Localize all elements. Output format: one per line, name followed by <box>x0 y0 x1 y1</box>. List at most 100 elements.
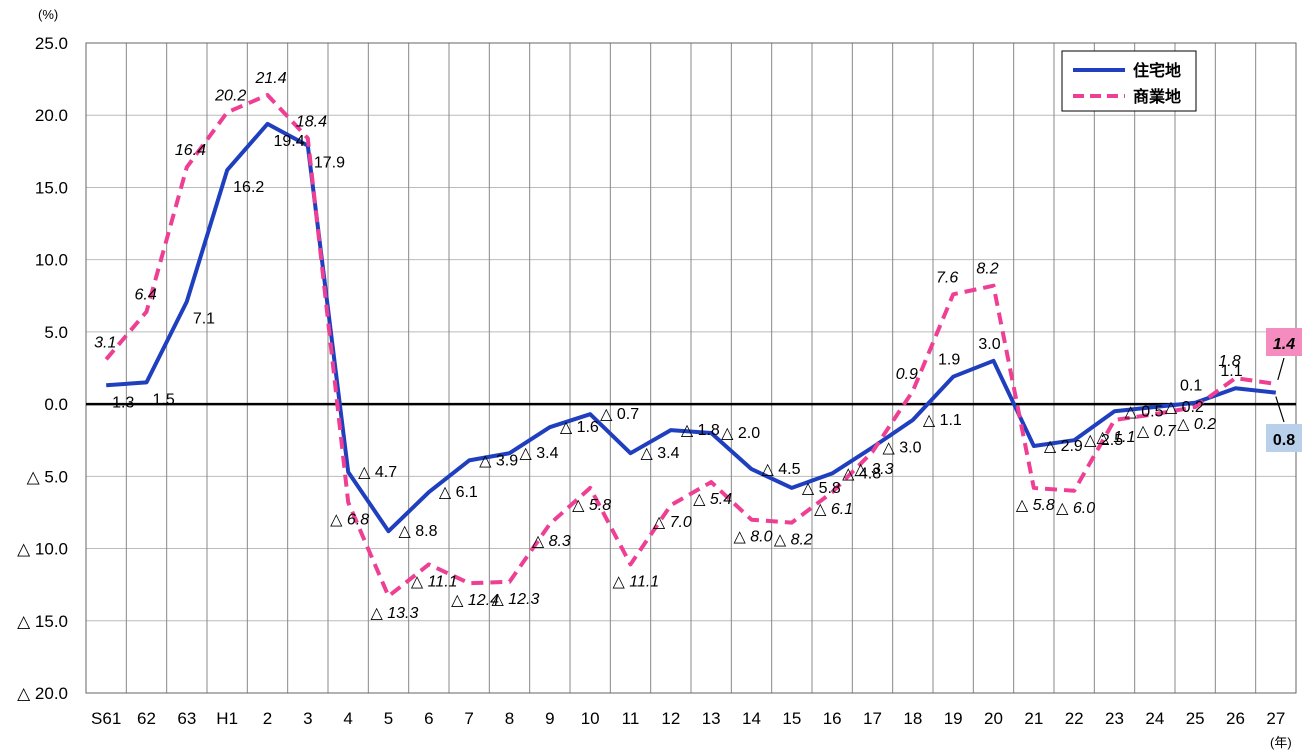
data-label-residential: 1.1 <box>1220 363 1242 380</box>
x-tick-label: 11 <box>622 709 640 728</box>
legend-label-commercial: 商業地 <box>1133 87 1181 106</box>
data-label-commercial: △ 12.3 <box>492 591 540 608</box>
data-label-residential: △ 4.5 <box>762 461 801 478</box>
data-label-residential: △ 2.5 <box>1084 432 1123 449</box>
x-tick-label: 18 <box>903 709 922 728</box>
data-label-residential: △ 2.9 <box>1044 438 1083 455</box>
y-tick-label: 25.0 <box>35 34 68 53</box>
data-label-commercial: △ 8.2 <box>774 532 813 549</box>
data-label-residential: 17.9 <box>314 155 345 172</box>
highlight-box-commercial <box>1266 328 1302 356</box>
data-label-commercial: △ 1.1 <box>1097 429 1136 446</box>
y-axis-ticks: 25.0 20.0 15.0 10.0 5.0 0.0 △ 5.0 △ 10.0 △ 15.0 △… <box>17 34 68 703</box>
x-tick-label: 62 <box>137 709 156 728</box>
data-label-residential: △ 3.4 <box>641 445 680 462</box>
data-label-residential: 16.2 <box>233 179 264 196</box>
x-tick-label: 63 <box>177 709 196 728</box>
x-tick-label: 8 <box>505 709 514 728</box>
data-label-commercial: △ 5.8 <box>1016 497 1055 514</box>
data-label-residential: △ 4.7 <box>358 464 397 481</box>
y-tick-label: 0.0 <box>44 395 68 414</box>
data-label-residential: △ 5.8 <box>802 480 841 497</box>
data-label-commercial: △ 7.0 <box>653 514 692 531</box>
x-tick-label: 5 <box>384 709 393 728</box>
x-tick-label: 2 <box>263 709 272 728</box>
x-axis-ticks: S61 62 63 H1 2 3 4 5 6 7 8 9 10 11 12 13 14 15 16 17 18 19 20 2… <box>91 709 1285 728</box>
highlight-label-residential: 0.8 <box>1273 432 1295 449</box>
y-tick-label: 20.0 <box>35 106 68 125</box>
data-label-commercial: △ 0.7 <box>1137 423 1177 440</box>
data-label-commercial: 7.6 <box>936 269 958 286</box>
x-tick-label: 7 <box>464 709 473 728</box>
x-tick-label: 16 <box>823 709 842 728</box>
data-label-residential: △ 1.8 <box>681 422 720 439</box>
data-label-commercial: △ 12.4 <box>451 592 499 609</box>
x-tick-label: 10 <box>581 709 600 728</box>
data-label-commercial: △ 5.4 <box>693 491 732 508</box>
x-tick-label: 4 <box>343 709 352 728</box>
x-tick-label: 12 <box>661 709 680 728</box>
data-label-commercial: 6.4 <box>135 287 157 304</box>
data-label-commercial: △ 8.0 <box>734 529 773 546</box>
x-tick-label: 13 <box>702 709 721 728</box>
legend: 住宅地 商業地 <box>1061 50 1197 112</box>
y-tick-label: △ 10.0 <box>17 540 68 559</box>
data-label-residential: 0.1 <box>1180 378 1202 395</box>
y-tick-label: △ 15.0 <box>17 612 68 631</box>
y-tick-label: 10.0 <box>35 251 68 270</box>
data-label-residential: △ 3.9 <box>479 452 518 469</box>
x-tick-label: 9 <box>545 709 554 728</box>
x-tick-label: 27 <box>1266 709 1285 728</box>
data-label-residential: △ 3.4 <box>520 445 559 462</box>
x-tick-label: 26 <box>1226 709 1245 728</box>
data-label-commercial: △ 6.1 <box>814 501 853 518</box>
data-label-residential: 3.0 <box>978 336 1000 353</box>
y-tick-label: 5.0 <box>44 323 68 342</box>
highlight-box-residential <box>1266 424 1302 452</box>
x-tick-label: 14 <box>742 709 761 728</box>
y-axis-unit: (%) <box>38 7 58 22</box>
x-tick-label: 22 <box>1065 709 1084 728</box>
data-label-commercial: △ 6.0 <box>1056 500 1095 517</box>
data-label-residential: 1.3 <box>112 394 134 411</box>
x-tick-label: 6 <box>424 709 433 728</box>
x-tick-label: 15 <box>782 709 801 728</box>
data-label-residential: △ 1.1 <box>923 412 962 429</box>
data-label-commercial: △ 0.2 <box>1177 416 1216 433</box>
x-tick-label: 20 <box>984 709 1003 728</box>
data-label-commercial: △ 8.3 <box>532 533 571 550</box>
data-label-commercial: △ 6.8 <box>330 511 369 528</box>
x-tick-label: 19 <box>944 709 963 728</box>
data-label-commercial: 16.4 <box>175 142 206 159</box>
series-line-commercial <box>104 93 1277 599</box>
data-label-residential: △ 8.8 <box>399 523 438 540</box>
highlight-pointer-commercial <box>1277 357 1285 381</box>
data-label-commercial: △ 3.3 <box>855 461 894 478</box>
data-label-residential: 19.4 <box>274 133 305 150</box>
data-labels: 1.3 1.57.116.219.417.9△ 4.7△ 8.8△ 6.1△ 3.… <box>94 70 1243 622</box>
plot-frame <box>85 42 1297 694</box>
data-label-commercial: 3.1 <box>94 334 116 351</box>
legend-box <box>1061 50 1197 112</box>
x-tick-label: 21 <box>1024 709 1043 728</box>
data-label-commercial: 18.4 <box>296 113 327 130</box>
x-tick-label: 23 <box>1105 709 1124 728</box>
data-label-commercial: △ 11.1 <box>613 573 660 590</box>
x-tick-label: 25 <box>1186 709 1205 728</box>
highlight-label-commercial: 1.4 <box>1273 336 1295 353</box>
highlight-pointer-residential <box>1275 396 1285 423</box>
data-label-residential: 7.1 <box>193 311 215 328</box>
x-tick-label: S61 <box>91 709 121 728</box>
data-label-residential: △ 6.1 <box>439 484 478 501</box>
data-label-commercial: △ 5.8 <box>572 497 611 514</box>
data-label-residential: △ 0.5 <box>1125 403 1164 420</box>
data-label-commercial: 20.2 <box>214 87 246 104</box>
x-tick-label: 24 <box>1145 709 1164 728</box>
series-lines <box>104 93 1277 599</box>
highlights: 1.4 0.8 <box>1266 328 1302 452</box>
data-label-commercial: 8.2 <box>976 261 998 278</box>
x-axis-unit: (年) <box>1270 735 1292 750</box>
data-label-residential: △ 4.8 <box>842 465 881 482</box>
grid-lines <box>85 42 1297 694</box>
data-label-residential: △ 2.0 <box>721 425 760 442</box>
